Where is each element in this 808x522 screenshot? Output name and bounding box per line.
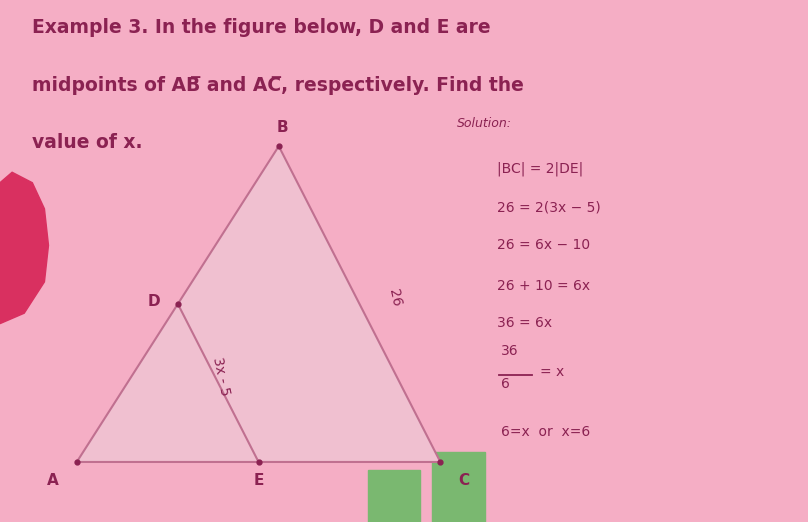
Text: 26 = 6x − 10: 26 = 6x − 10 [497,238,590,252]
Text: 26 + 10 = 6x: 26 + 10 = 6x [497,279,590,293]
Text: A: A [47,473,59,489]
Text: = x: = x [540,365,564,379]
Text: midpoints of AB̅ and AC̅, respectively. Find the: midpoints of AB̅ and AC̅, respectively. … [32,76,524,94]
Bar [432,452,485,522]
Text: 6=x  or  x=6: 6=x or x=6 [501,425,590,440]
Text: Example 3. In the figure below, D and E are: Example 3. In the figure below, D and E … [32,18,491,37]
Text: 36: 36 [501,343,519,358]
Text: 6: 6 [501,377,510,391]
Text: E: E [254,473,263,489]
Text: C: C [458,473,469,489]
Text: 3x - 5: 3x - 5 [210,355,232,397]
Text: 26: 26 [386,287,403,307]
Polygon shape [0,172,48,324]
Text: 36 = 6x: 36 = 6x [497,316,552,330]
Text: B: B [277,120,288,135]
Text: 26 = 2(3x − 5): 26 = 2(3x − 5) [497,201,600,215]
Bar [368,470,420,522]
Text: Solution:: Solution: [457,117,511,130]
Text: value of x.: value of x. [32,133,143,152]
Polygon shape [77,146,440,462]
Text: D: D [147,294,160,309]
Text: |BC| = 2|DE|: |BC| = 2|DE| [497,162,583,176]
